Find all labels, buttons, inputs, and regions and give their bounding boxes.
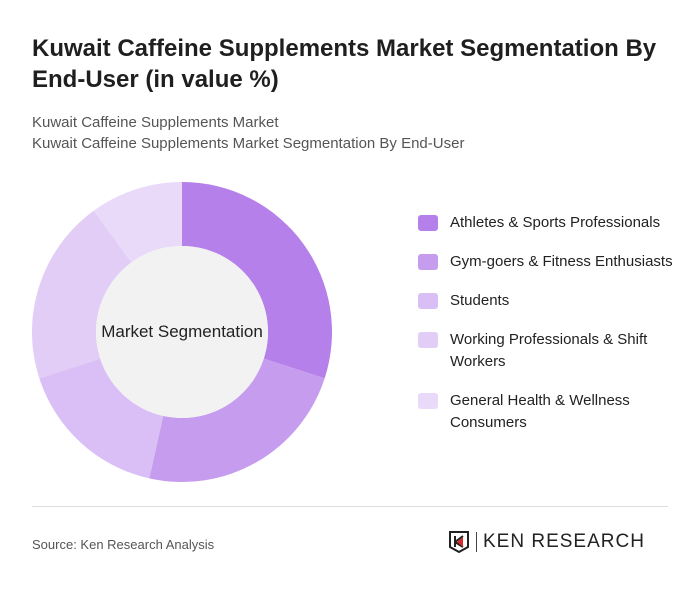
- donut-chart: [32, 182, 332, 482]
- donut-slice: [93, 182, 182, 263]
- legend-label: Gym-goers & Fitness Enthusiasts: [450, 253, 673, 270]
- donut-slice: [32, 210, 132, 379]
- legend-swatch: [418, 293, 438, 309]
- legend-label: Students: [450, 292, 510, 309]
- legend-swatch: [418, 332, 438, 348]
- legend-item-athletes: Athletes & Sports Professionals: [418, 212, 678, 234]
- subtitle-segmentation: Kuwait Caffeine Supplements Market Segme…: [32, 135, 465, 152]
- chart-legend: Athletes & Sports Professionals Gym-goer…: [418, 212, 678, 451]
- legend-item-students: Students: [418, 290, 678, 312]
- legend-swatch: [418, 215, 438, 231]
- legend-label: Athletes & Sports Professionals: [450, 214, 661, 231]
- legend-swatch: [418, 254, 438, 270]
- legend-swatch: [418, 393, 438, 409]
- donut-slice: [39, 358, 164, 479]
- subtitle-market: Kuwait Caffeine Supplements Market: [32, 114, 279, 131]
- logo-text: KEN RESEARCH: [483, 531, 645, 552]
- source-note: Source: Ken Research Analysis: [32, 537, 215, 552]
- chart-title: Kuwait Caffeine Supplements Market Segme…: [32, 35, 657, 93]
- legend-label: General Health & Wellness Consumers: [450, 392, 630, 431]
- legend-label: Working Professionals & Shift Workers: [450, 331, 648, 370]
- legend-item-gym-goers: Gym-goers & Fitness Enthusiasts: [418, 251, 678, 273]
- donut-slice: [182, 182, 332, 379]
- donut-hole: [96, 246, 268, 418]
- logo-separator: [476, 532, 477, 552]
- footer-divider: [32, 506, 668, 507]
- legend-item-working-professionals: Working Professionals & Shift Workers: [418, 329, 678, 373]
- legend-item-general-health: General Health & Wellness Consumers: [418, 390, 678, 434]
- donut-slice: [149, 358, 325, 482]
- ken-research-shield-icon: [449, 531, 469, 554]
- ken-research-logo: KEN RESEARCH: [448, 530, 645, 554]
